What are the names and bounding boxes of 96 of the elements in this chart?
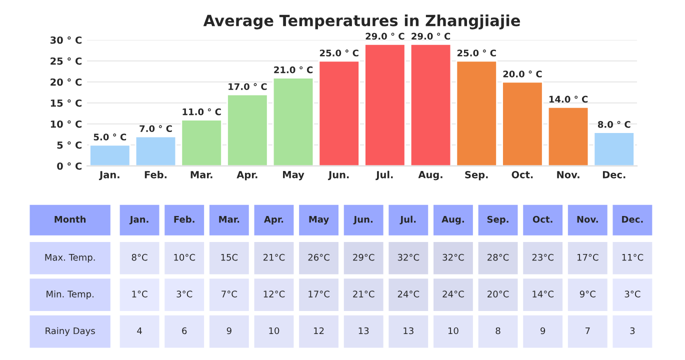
- data-label: 7.0 ° C: [140, 125, 172, 132]
- data-label: 28°C: [488, 254, 509, 261]
- data-label: 7: [586, 327, 590, 334]
- x-tick-label: Jul.: [376, 170, 393, 180]
- x-tick-label: Aug.: [418, 171, 442, 180]
- y-tick-label: 15 ° C: [50, 99, 82, 107]
- data-label: 10°C: [174, 254, 196, 261]
- x-tick-label: Feb.: [174, 216, 194, 223]
- x-tick-label: May: [309, 216, 329, 224]
- data-label: 3: [630, 327, 635, 334]
- y-tick-label: Rainy Days: [46, 327, 95, 336]
- data-label: 17°C: [577, 254, 598, 261]
- data-label: 20.0 ° C: [503, 70, 542, 78]
- data-label: 8.0 ° C: [598, 120, 630, 128]
- data-label: 24°C: [442, 290, 464, 298]
- bar: [547, 106, 590, 166]
- bar: [272, 77, 314, 166]
- data-label: 6: [182, 327, 187, 334]
- x-tick-label: Mar.: [190, 171, 212, 178]
- x-tick-label: Apr.: [264, 216, 284, 224]
- bar: [318, 60, 360, 166]
- data-label: 14°C: [532, 290, 554, 298]
- data-label: 32°C: [398, 254, 420, 261]
- data-label: 7°C: [222, 290, 237, 298]
- y-tick-label: 30 ° C: [50, 36, 82, 44]
- y-tick-label: 5 ° C: [57, 141, 82, 149]
- data-label: 21°C: [263, 254, 285, 261]
- data-label: 13: [404, 327, 414, 334]
- data-label: 5.0 ° C: [94, 134, 126, 140]
- x-tick-label: Nov.: [557, 171, 580, 178]
- bar: [226, 94, 268, 166]
- data-label: 9: [226, 327, 232, 334]
- data-label: 13: [358, 327, 369, 334]
- data-label: 25.0 ° C: [457, 50, 496, 56]
- data-label: 15C: [221, 254, 238, 261]
- data-label: 12: [314, 327, 324, 334]
- data-label: 3°C: [176, 290, 192, 298]
- data-label: 14.0 ° C: [549, 96, 588, 103]
- y-tick-label: 20 ° C: [50, 78, 82, 86]
- y-tick-label: Max. Temp.: [45, 254, 95, 262]
- bar: [89, 144, 131, 166]
- x-tick-label: Feb.: [144, 170, 167, 178]
- data-label: 32°C: [442, 254, 464, 261]
- y-tick-label: 25 ° C: [50, 57, 82, 65]
- data-label: 10: [269, 327, 280, 334]
- data-label: 29.0 ° C: [412, 32, 450, 40]
- data-label: 21°C: [353, 290, 374, 298]
- data-label: 4: [137, 327, 142, 334]
- x-tick-label: Jan.: [129, 216, 148, 224]
- bar: [593, 132, 635, 166]
- y-tick-label: Min. Temp.: [46, 290, 94, 300]
- data-label: 8: [496, 327, 500, 334]
- x-tick-label: Dec.: [602, 171, 626, 178]
- x-tick-label: Jun.: [328, 171, 349, 180]
- x-tick-label: Nov.: [577, 216, 598, 223]
- data-label: 23°C: [532, 254, 554, 261]
- data-label: 26°C: [308, 254, 330, 261]
- data-label: 10: [448, 327, 458, 334]
- data-label: 24°C: [398, 290, 420, 298]
- data-label: 11.0 ° C: [182, 108, 221, 116]
- x-tick-label: May: [283, 171, 304, 180]
- data-label: 1°C: [132, 290, 148, 298]
- data-label: 12°C: [264, 290, 285, 298]
- data-label: 9: [540, 327, 546, 334]
- bar: [410, 43, 452, 166]
- bar: [180, 119, 222, 166]
- bar: [364, 43, 406, 166]
- bar: [134, 136, 177, 166]
- y-tick-label: 0 ° C: [57, 162, 82, 170]
- data-label: 25.0 ° C: [320, 50, 358, 56]
- x-tick-label: Sep.: [465, 170, 488, 180]
- x-tick-label: Dec.: [622, 216, 643, 223]
- x-tick-label: Oct.: [512, 170, 533, 178]
- x-tick-label: Aug.: [442, 216, 464, 224]
- data-label: 11°C: [622, 254, 644, 261]
- x-tick-label: Mar.: [219, 216, 240, 223]
- bar: [456, 60, 498, 166]
- data-label: 20°C: [488, 290, 509, 298]
- data-label: 3°C: [624, 290, 640, 298]
- data-label: 29°C: [353, 254, 374, 261]
- x-tick-label: Sep.: [487, 216, 508, 224]
- y-axis-title: Month: [54, 216, 86, 223]
- data-label: 21.0 ° C: [274, 66, 313, 74]
- data-label: 17°C: [308, 290, 330, 298]
- chart-title: Average Temperatures in Zhangjiajie: [203, 14, 520, 30]
- x-tick-label: Jan.: [98, 171, 120, 180]
- y-tick-label: 10 ° C: [50, 120, 82, 128]
- data-label: 29.0 ° C: [366, 32, 404, 40]
- x-tick-label: Apr.: [236, 171, 258, 180]
- x-tick-label: Jun.: [353, 216, 372, 224]
- bar: [502, 81, 544, 166]
- x-tick-label: Jul.: [400, 216, 416, 224]
- x-tick-label: Oct.: [532, 216, 552, 223]
- data-label: 17.0 ° C: [228, 83, 267, 90]
- data-label: 9°C: [580, 290, 596, 298]
- data-label: 8°C: [132, 254, 148, 261]
